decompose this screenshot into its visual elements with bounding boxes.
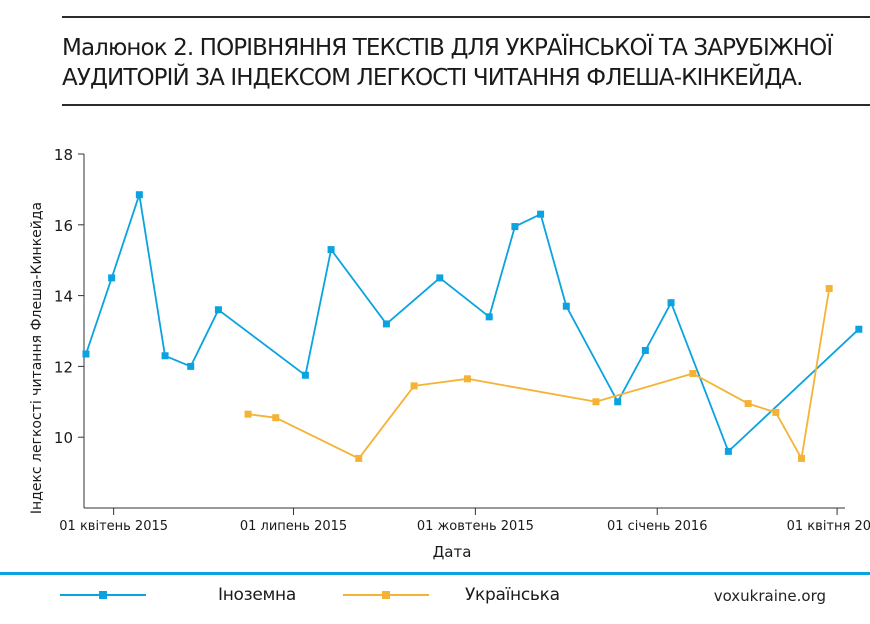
- bottom-rule: [0, 572, 870, 575]
- data-point-foreign: [855, 325, 863, 333]
- y-tick-label: 16: [54, 217, 73, 235]
- data-point-foreign: [724, 447, 732, 455]
- line-chart: 10 12 14 16 18 01 квітень 2015 01 липень 2015 0…: [29, 146, 870, 561]
- data-point-foreign: [135, 191, 143, 199]
- chart-title: Малюнок 2. ПОРІВНЯННЯ ТЕКСТІВ ДЛЯ УКРАЇН…: [62, 33, 862, 93]
- data-point-foreign: [641, 346, 649, 354]
- y-tick-label: 14: [54, 288, 73, 306]
- chart-title-line-2: АУДИТОРІЙ ЗА ІНДЕКСОМ ЛЕГКОСТІ ЧИТАННЯ Ф…: [62, 65, 803, 91]
- data-point-foreign: [108, 274, 116, 282]
- legend-label-foreign: Іноземна: [218, 585, 296, 605]
- chart-title-line-1: Малюнок 2. ПОРІВНЯННЯ ТЕКСТІВ ДЛЯ УКРАЇН…: [62, 35, 833, 61]
- data-point-ukrainian: [592, 398, 600, 406]
- x-tick-label: 01 квітень 2015: [59, 519, 168, 534]
- data-point-foreign: [82, 350, 90, 358]
- chart-series-layer: [82, 191, 863, 462]
- y-tick-label: 18: [54, 146, 73, 164]
- data-point-ukrainian: [689, 369, 697, 377]
- legend-marker-ukrainian: [343, 591, 429, 599]
- data-point-ukrainian: [772, 408, 780, 416]
- x-tick-label: 01 квітня 2016: [787, 519, 870, 534]
- data-point-ukrainian: [272, 414, 280, 422]
- data-point-ukrainian: [825, 285, 833, 293]
- data-point-ukrainian: [744, 400, 752, 408]
- series-line-ukrainian: [247, 288, 831, 460]
- data-point-ukrainian: [463, 375, 471, 383]
- chart-axes: 10 12 14 16 18 01 квітень 2015 01 липень 2015 0…: [54, 146, 870, 534]
- data-point-foreign: [667, 299, 675, 307]
- data-point-foreign: [511, 223, 519, 231]
- x-tick-label: 01 січень 2016: [607, 519, 708, 534]
- x-tick-label: 01 липень 2015: [240, 519, 347, 534]
- source-credit: voxukraine.org: [713, 587, 826, 605]
- data-point-foreign: [436, 274, 444, 282]
- data-point-ukrainian: [798, 454, 806, 462]
- data-point-foreign: [614, 398, 622, 406]
- data-point-ukrainian: [410, 382, 418, 390]
- y-tick-label: 10: [54, 429, 73, 447]
- top-rule: [62, 16, 870, 18]
- y-tick-label: 12: [54, 358, 73, 376]
- data-point-foreign: [382, 320, 390, 328]
- data-point-foreign: [537, 210, 545, 218]
- data-point-foreign: [327, 246, 335, 254]
- legend-marker-foreign: [60, 591, 146, 599]
- data-point-foreign: [485, 313, 493, 321]
- legend-label-ukrainian: Українська: [465, 585, 560, 605]
- data-point-ukrainian: [244, 410, 252, 418]
- data-point-foreign: [301, 371, 309, 379]
- data-point-foreign: [214, 306, 222, 314]
- data-point-ukrainian: [355, 454, 363, 462]
- x-tick-label: 01 жовтень 2015: [417, 519, 534, 534]
- data-point-foreign: [187, 362, 195, 370]
- data-point-foreign: [161, 352, 169, 360]
- data-point-foreign: [562, 302, 570, 310]
- y-axis-title: Індекс легкості читання Флеша-Кинкейда: [29, 202, 45, 514]
- series-line-foreign: [85, 193, 860, 453]
- title-underline: [62, 104, 870, 106]
- x-axis-title: Дата: [433, 543, 472, 561]
